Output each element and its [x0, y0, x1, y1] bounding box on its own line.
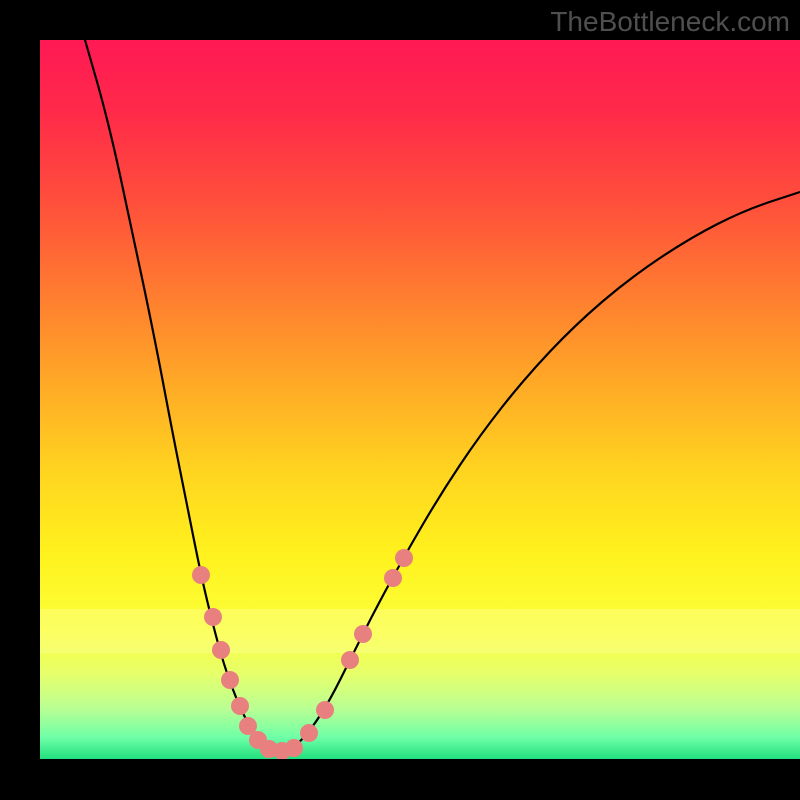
- curve-marker: [285, 739, 303, 757]
- curve-marker: [384, 569, 402, 587]
- curve-marker: [192, 566, 210, 584]
- pale-band: [40, 609, 800, 653]
- curve-marker: [231, 697, 249, 715]
- curve-marker: [341, 651, 359, 669]
- watermark-text: TheBottleneck.com: [550, 6, 790, 38]
- curve-marker: [221, 671, 239, 689]
- curve-marker: [204, 608, 222, 626]
- chart-frame: TheBottleneck.com: [0, 0, 800, 800]
- curve-marker: [354, 625, 372, 643]
- curve-marker: [300, 724, 318, 742]
- curve-marker: [395, 549, 413, 567]
- curve-marker: [316, 701, 334, 719]
- curve-marker: [212, 641, 230, 659]
- bottleneck-v-chart: [40, 40, 800, 759]
